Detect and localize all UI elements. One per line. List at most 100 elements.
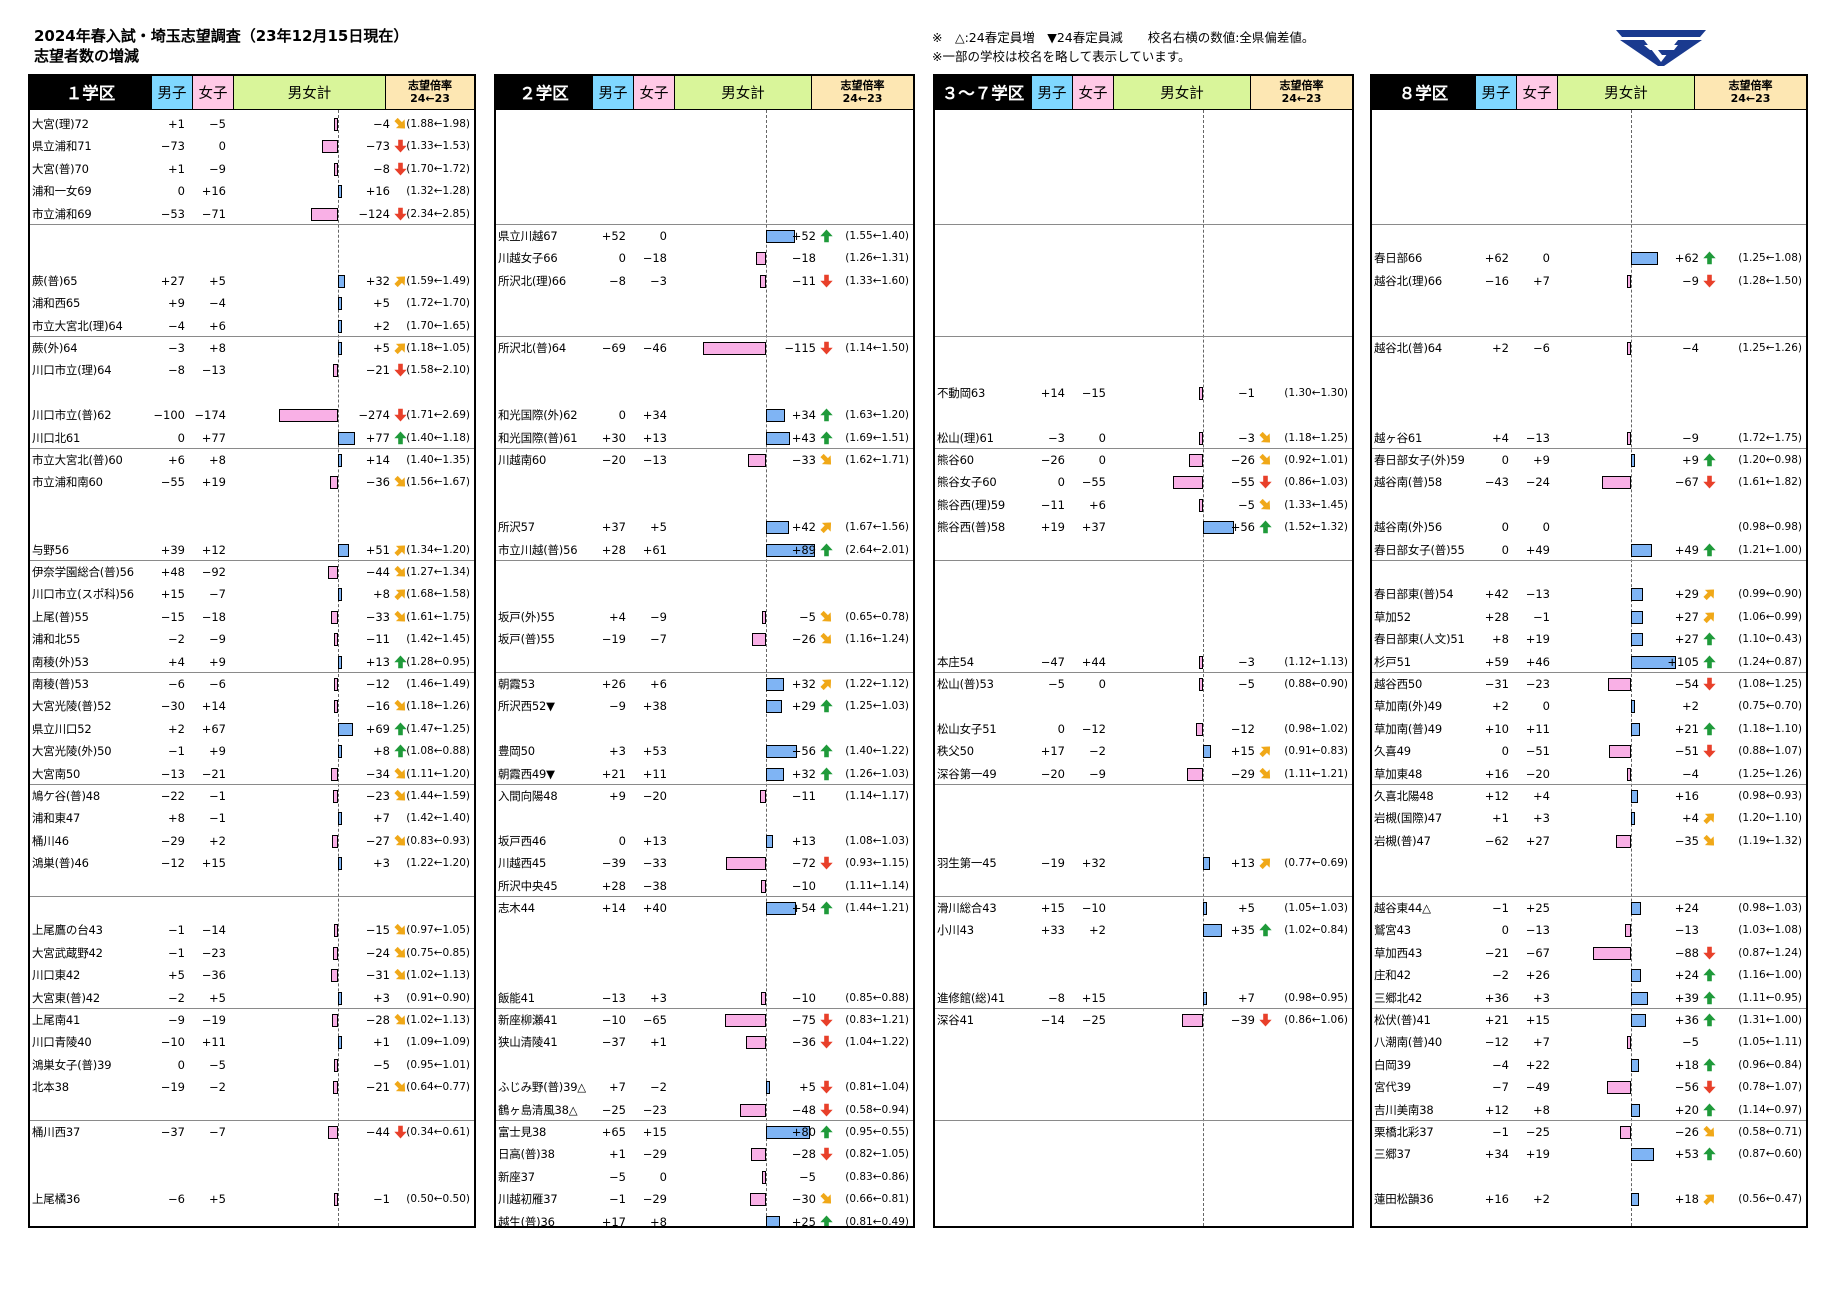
total-change: +16 [1674, 789, 1699, 803]
female-change: −2 [1089, 744, 1106, 759]
total-change: −11 [791, 273, 816, 288]
school-name: 熊谷女子60 [937, 475, 997, 490]
female-change: +19 [201, 475, 226, 490]
ratio-value: (1.62←1.71) [845, 454, 909, 466]
school-row: 浦和北55 −2 −9 −11 (1.42←1.45) [30, 628, 474, 650]
male-change: −69 [601, 341, 626, 355]
total-change-bar [334, 678, 338, 691]
school-name: 大宮(普)70 [32, 161, 89, 176]
arrow-down-icon [394, 408, 407, 422]
school-row: 滑川総合43 +15 −10 +5 (1.05←1.03) [935, 897, 1352, 919]
school-row: 小川43 +33 +2 +35 (1.02←0.84) [935, 919, 1352, 941]
male-change: +34 [1484, 1147, 1509, 1162]
arrow-down-icon [394, 139, 407, 153]
total-change-bar [1631, 633, 1643, 647]
male-column-header: 男子 [152, 76, 193, 109]
total-change-bar [1203, 857, 1211, 871]
male-change: −2 [168, 990, 185, 1005]
total-change: −3 [1238, 654, 1255, 669]
total-change-bar [334, 162, 338, 176]
female-change: 0 [1542, 251, 1550, 266]
total-change: −5 [799, 609, 816, 624]
male-change: +9 [168, 296, 185, 311]
school-row: 松山(理)61 −3 0 −3 (1.18←1.25) [935, 427, 1352, 449]
ratio-value: (1.08←1.03) [845, 834, 909, 847]
total-change-bar [1203, 745, 1212, 759]
male-change: −62 [1484, 833, 1509, 848]
female-change: +6 [1089, 497, 1106, 512]
arrow-up-right-icon [820, 520, 833, 534]
male-change: +21 [601, 766, 626, 781]
ratio-value: (2.34←2.85) [406, 207, 470, 220]
ratio-value: (1.34←1.20) [406, 543, 470, 556]
ratio-value: (1.26←1.31) [845, 252, 909, 265]
school-name: 大宮光陵(普)52 [32, 699, 112, 714]
male-change: +17 [1040, 744, 1065, 759]
arrow-up-icon [1703, 1103, 1716, 1117]
total-change-bar [1631, 1148, 1654, 1162]
total-change-bar [702, 342, 766, 355]
total-change-bar [1187, 767, 1203, 781]
ratio-value: (0.98←0.95) [1284, 991, 1348, 1004]
female-change: −13 [1525, 587, 1550, 602]
total-change-bar [749, 1193, 766, 1207]
total-change-bar [332, 946, 338, 960]
ratio-value: (1.18←1.05) [406, 342, 470, 354]
total-change: +42 [791, 520, 816, 535]
ratio-value: (1.22←1.12) [845, 678, 909, 690]
total-change-bar [766, 431, 790, 445]
male-change: 0 [1501, 453, 1509, 467]
male-change: −100 [153, 408, 185, 423]
school-row: 所沢西52▼ −9 +38 +29 (1.25←1.03) [496, 695, 913, 717]
school-name: 市立大宮北(理)64 [32, 318, 123, 333]
female-change: −29 [642, 1147, 667, 1162]
male-change: +7 [609, 1080, 626, 1095]
male-change: −8 [609, 273, 626, 288]
arrow-down-right-icon [394, 923, 407, 937]
ratio-value: (1.03←1.08) [1738, 924, 1802, 937]
total-change: +36 [1674, 1013, 1699, 1027]
group-separator [30, 784, 474, 785]
total-change: −9 [1682, 430, 1699, 445]
school-name: 越谷南(外)56 [1374, 520, 1443, 535]
total-change: −48 [791, 1102, 816, 1117]
arrow-down-right-icon [394, 565, 407, 579]
total-change: +105 [1667, 654, 1699, 669]
ratio-value: (1.05←1.11) [1738, 1036, 1802, 1049]
ratio-value: (0.56←0.47) [1738, 1193, 1802, 1206]
total-change-bar [766, 678, 784, 691]
female-change: −174 [194, 408, 226, 423]
arrow-up-icon [820, 699, 833, 713]
female-change: +2 [1089, 923, 1106, 938]
group-separator [1372, 672, 1806, 673]
ratio-value: (0.91←0.90) [406, 991, 470, 1004]
female-change: +5 [209, 990, 226, 1005]
total-change: +29 [1674, 587, 1699, 602]
ratio-value: (0.75←0.70) [1738, 700, 1802, 713]
total-change-bar [1631, 610, 1643, 624]
female-change: 0 [1542, 699, 1550, 714]
total-change: +27 [1674, 609, 1699, 624]
male-change: +65 [601, 1125, 626, 1139]
arrow-down-icon [394, 207, 407, 221]
school-row: 飯能41 −13 +3 −10 (0.85←0.88) [496, 987, 913, 1009]
group-separator [935, 1008, 1352, 1009]
male-change: +27 [160, 273, 185, 288]
total-change-bar [338, 1036, 342, 1050]
male-change: +48 [160, 565, 185, 579]
female-change: +37 [1081, 520, 1106, 535]
male-change: +37 [601, 520, 626, 535]
school-row: 三郷北42 +36 +3 +39 (1.11←0.95) [1372, 987, 1806, 1009]
group-separator [496, 336, 913, 337]
total-change: +5 [799, 1080, 816, 1095]
total-change-bar [726, 857, 766, 871]
total-change: −67 [1674, 475, 1699, 490]
total-change-bar [333, 790, 338, 803]
school-name: 上尾橘36 [32, 1192, 81, 1207]
female-change: −6 [1533, 341, 1550, 355]
ratio-value: (1.02←1.13) [406, 1014, 470, 1026]
school-name: 不動岡63 [937, 385, 986, 400]
group-separator [30, 560, 474, 561]
total-change-bar [766, 745, 797, 759]
school-name: 坂戸(外)55 [498, 609, 555, 624]
